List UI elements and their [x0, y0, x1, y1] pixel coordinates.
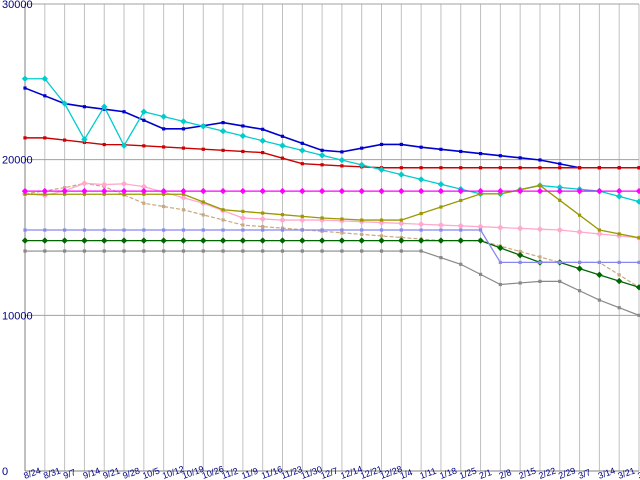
svg-text:20000: 20000	[2, 155, 33, 167]
svg-text:30000: 30000	[2, 0, 33, 11]
svg-text:10000: 10000	[2, 310, 33, 322]
svg-text:0: 0	[2, 466, 8, 478]
